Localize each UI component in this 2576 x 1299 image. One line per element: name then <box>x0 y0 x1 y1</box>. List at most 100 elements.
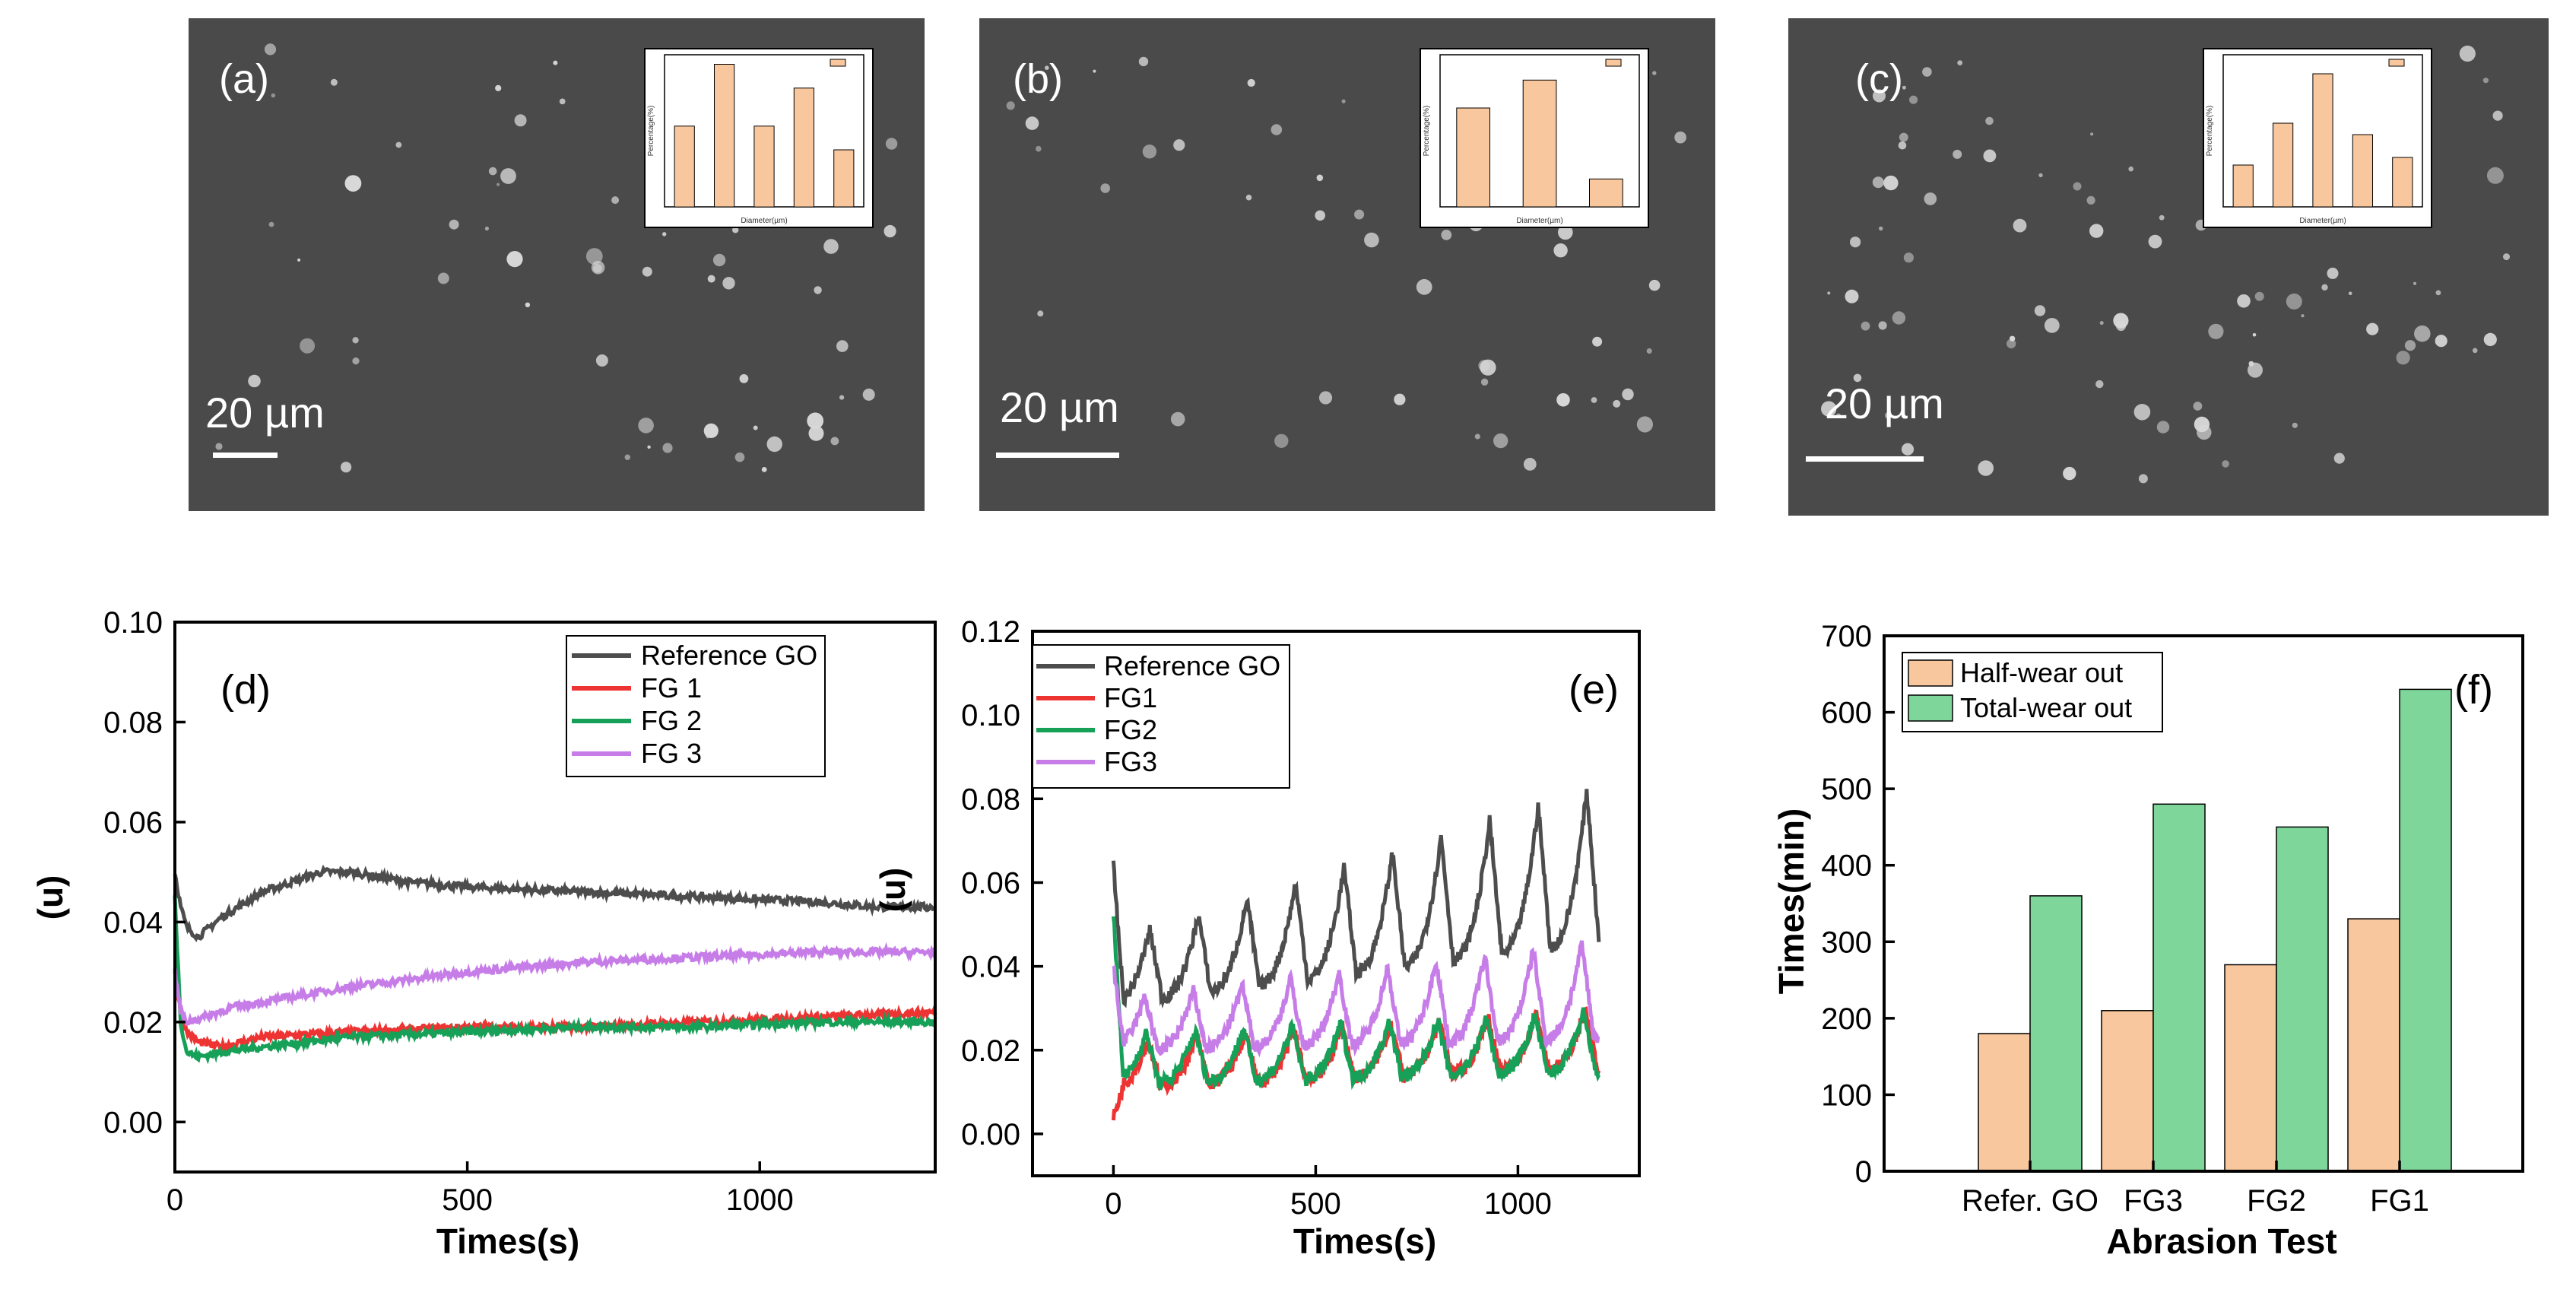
particle <box>525 302 531 307</box>
inset-y-label: Percentage(%) <box>1423 106 1431 157</box>
bar-half-wear-out-fg1 <box>2347 918 2400 1172</box>
legend-label: Reference GO <box>1104 650 1280 681</box>
particle <box>2404 340 2416 351</box>
particle <box>1045 65 1049 70</box>
particle <box>2333 453 2345 464</box>
particle <box>2292 422 2298 428</box>
series-line-fg-3 <box>173 942 937 1026</box>
inset-bar <box>793 87 815 208</box>
particle <box>2090 132 2094 136</box>
x-tick-label: 1000 <box>726 1183 794 1217</box>
bar-half-wear-out-fg3 <box>2101 1010 2154 1172</box>
y-tick-label: 500 <box>1821 773 1872 806</box>
panel-label-f: (f) <box>2454 667 2493 713</box>
legend-swatch <box>1908 694 1953 722</box>
particle <box>1553 243 1568 258</box>
particle <box>215 443 223 450</box>
particle <box>1836 413 1841 418</box>
y-tick-label: 300 <box>1821 926 1872 959</box>
particle <box>2013 218 2027 233</box>
particle <box>330 78 338 86</box>
legend-label: Reference GO <box>641 640 817 671</box>
particle <box>1274 434 1289 448</box>
y-tick-label: 400 <box>1821 850 1872 883</box>
particle <box>1245 194 1252 201</box>
particle <box>884 224 896 238</box>
particle <box>1316 174 1324 182</box>
particle <box>1646 348 1652 354</box>
particle <box>1648 279 1661 291</box>
particle <box>1924 192 1937 205</box>
inset-bar <box>674 125 695 208</box>
particle <box>2063 466 2076 481</box>
particle <box>1025 116 1039 130</box>
particle <box>722 277 735 290</box>
x-tick-label: FG2 <box>2247 1184 2306 1218</box>
particle <box>1006 101 1015 110</box>
particle <box>2301 314 2305 318</box>
y-tick-label: 600 <box>1821 697 1872 730</box>
particle <box>1556 393 1570 407</box>
y-tick-label: 200 <box>1821 1002 1872 1036</box>
particle <box>1613 399 1621 408</box>
series-layer <box>173 864 937 1065</box>
inset-bar <box>2392 157 2413 208</box>
particle <box>862 388 875 401</box>
x-axis-label: Times(s) <box>1293 1221 1436 1261</box>
particle <box>2034 305 2046 316</box>
series-line-fg2 <box>1111 916 1601 1091</box>
particle <box>1523 458 1537 471</box>
particle <box>1558 224 1573 240</box>
y-tick-label: 0.10 <box>103 606 163 640</box>
inset-bar <box>2312 73 2333 208</box>
particle <box>585 248 603 265</box>
plot-frame <box>1883 634 2524 1173</box>
particle <box>2435 290 2441 296</box>
particle <box>1170 411 1185 427</box>
x-tick-label: 500 <box>1290 1187 1341 1221</box>
x-axis-label: Abrasion Test <box>2106 1221 2336 1261</box>
particle <box>488 167 497 176</box>
scale-bar <box>213 453 278 458</box>
particle <box>2327 267 2339 279</box>
inset-bar <box>1589 178 1623 208</box>
particle <box>638 418 654 434</box>
y-axis-label: Times(min) <box>1772 808 1811 995</box>
y-tick-label: 100 <box>1821 1078 1872 1112</box>
particle <box>2254 291 2264 301</box>
y-axis-label: (u) <box>30 875 70 920</box>
particle <box>248 374 261 388</box>
legend-label: FG3 <box>1104 746 1157 777</box>
line-chart-e: 0.00 0.02 0.04 0.06 0.08 0.10 0.12 0 500 1000 Tim… <box>873 615 1641 1261</box>
particle <box>1173 139 1185 151</box>
particle <box>1873 89 1886 103</box>
particle <box>2414 325 2431 342</box>
particle <box>352 357 360 365</box>
y-tick-label: 0.00 <box>103 1106 163 1139</box>
inset-x-label: Diameter(µm) <box>741 217 787 225</box>
particle <box>2482 78 2489 84</box>
particle <box>1493 433 1508 449</box>
bar-half-wear-out-fg2 <box>2224 964 2277 1172</box>
particle <box>1474 434 1480 440</box>
particle <box>2486 167 2504 184</box>
sem-image-b: (b) 20 µm Diameter(µm) Percentage(%) <box>979 18 1715 511</box>
particle <box>739 374 749 383</box>
particle <box>1093 69 1096 73</box>
particle <box>2099 321 2104 326</box>
panel-label-e: (e) <box>1569 667 1619 713</box>
y-tick-label: 0.08 <box>961 783 1020 816</box>
legend-label: FG 3 <box>641 738 702 769</box>
particle <box>734 452 745 462</box>
particle <box>2007 338 2016 349</box>
particle <box>1478 360 1490 372</box>
particle <box>1909 95 1918 104</box>
particle <box>2492 110 2503 121</box>
inset-x-label: Diameter(µm) <box>1516 217 1562 225</box>
particle <box>703 423 719 439</box>
legend-label: FG 2 <box>641 705 702 736</box>
particle <box>1903 252 1914 263</box>
particle <box>662 443 673 453</box>
